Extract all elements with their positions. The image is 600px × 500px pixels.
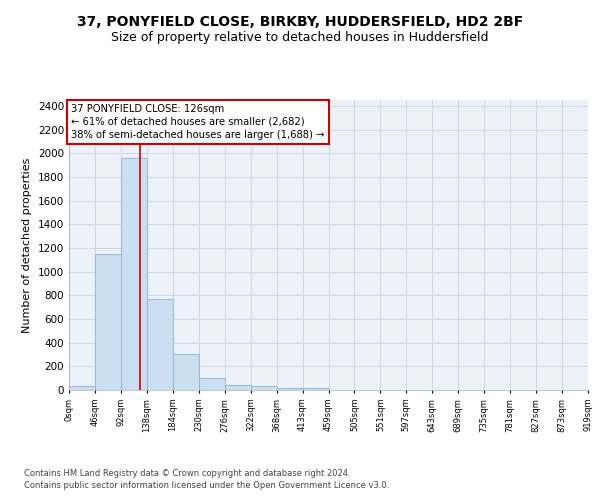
Bar bbox=[173, 354, 199, 390]
Bar bbox=[199, 378, 224, 390]
Text: 37, PONYFIELD CLOSE, BIRKBY, HUDDERSFIELD, HD2 2BF: 37, PONYFIELD CLOSE, BIRKBY, HUDDERSFIEL… bbox=[77, 16, 523, 30]
Text: Size of property relative to detached houses in Huddersfield: Size of property relative to detached ho… bbox=[111, 31, 489, 44]
Bar bbox=[302, 388, 329, 390]
Bar bbox=[147, 299, 173, 390]
Bar bbox=[251, 386, 277, 390]
Bar bbox=[95, 254, 121, 390]
Bar bbox=[277, 388, 302, 390]
Text: 37 PONYFIELD CLOSE: 126sqm
← 61% of detached houses are smaller (2,682)
38% of s: 37 PONYFIELD CLOSE: 126sqm ← 61% of deta… bbox=[71, 104, 325, 140]
Bar bbox=[121, 158, 147, 390]
Text: Contains public sector information licensed under the Open Government Licence v3: Contains public sector information licen… bbox=[24, 482, 389, 490]
Y-axis label: Number of detached properties: Number of detached properties bbox=[22, 158, 32, 332]
Text: Contains HM Land Registry data © Crown copyright and database right 2024.: Contains HM Land Registry data © Crown c… bbox=[24, 470, 350, 478]
Bar bbox=[225, 386, 251, 390]
Bar bbox=[69, 386, 95, 390]
